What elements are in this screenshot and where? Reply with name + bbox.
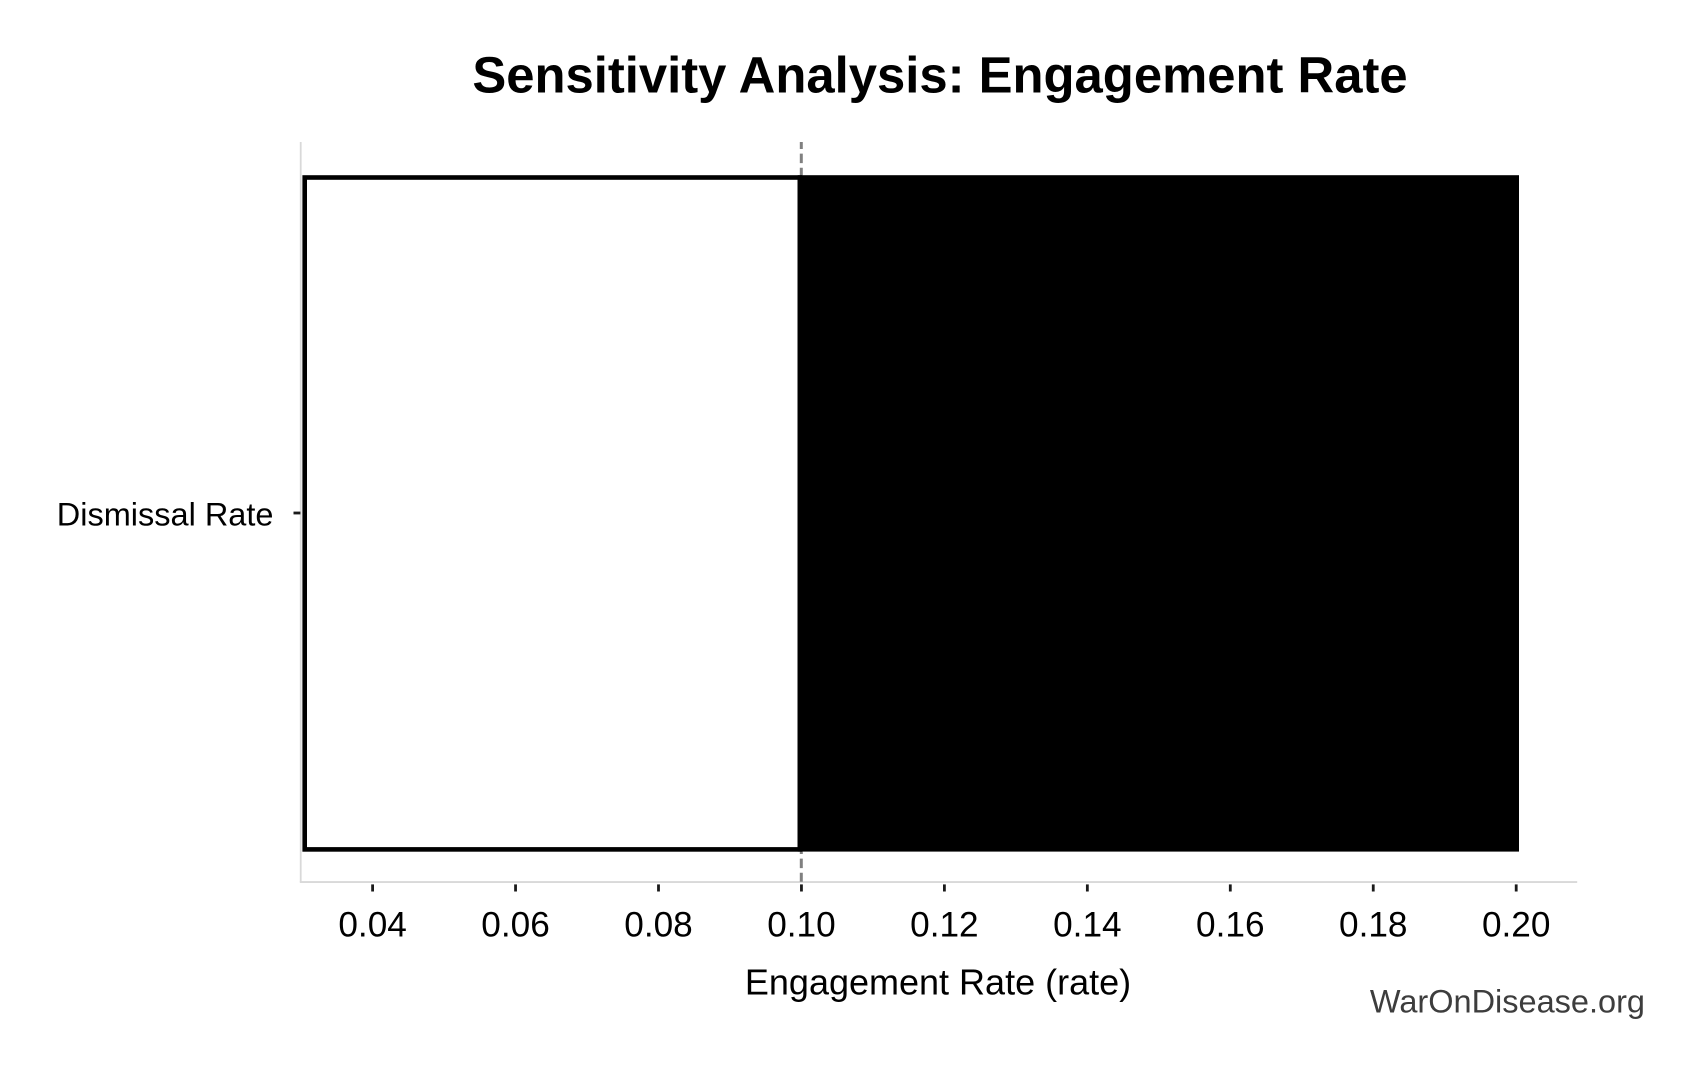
svg-text:Sensitivity Analysis: Engageme: Sensitivity Analysis: Engagement Rate (472, 47, 1407, 104)
svg-text:Engagement Rate (rate): Engagement Rate (rate) (745, 962, 1131, 1003)
svg-text:0.10: 0.10 (767, 905, 836, 944)
svg-text:Dismissal Rate: Dismissal Rate (57, 496, 274, 532)
svg-text:0.18: 0.18 (1339, 905, 1408, 944)
svg-text:0.04: 0.04 (338, 905, 407, 944)
svg-text:0.20: 0.20 (1482, 905, 1551, 944)
svg-text:WarOnDisease.org: WarOnDisease.org (1370, 983, 1645, 1019)
svg-text:0.14: 0.14 (1053, 905, 1122, 944)
svg-text:0.08: 0.08 (624, 905, 693, 944)
svg-text:0.06: 0.06 (481, 905, 550, 944)
svg-text:0.12: 0.12 (910, 905, 979, 944)
svg-text:0.16: 0.16 (1196, 905, 1265, 944)
